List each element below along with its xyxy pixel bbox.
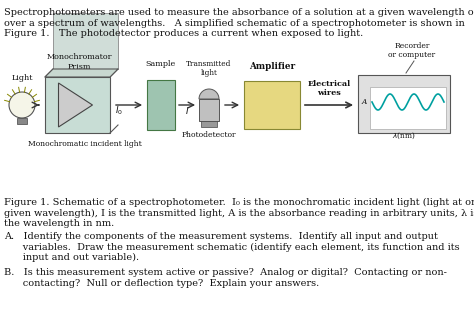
Text: Electrical
wires: Electrical wires [308, 80, 351, 97]
Text: Spectrophotometers are used to measure the absorbance of a solution at a given w: Spectrophotometers are used to measure t… [4, 8, 474, 17]
Text: variables.  Draw the measurement schematic (identify each element, its function : variables. Draw the measurement schemati… [4, 242, 460, 251]
Text: Recorder
or computer: Recorder or computer [388, 42, 436, 59]
Bar [358, 75, 450, 133]
Bar [199, 99, 219, 121]
Bar [53, 13, 118, 69]
Text: Figure 1. Schematic of a spectrophotometer.  I₀ is the monochromatic incident li: Figure 1. Schematic of a spectrophotomet… [4, 198, 474, 207]
Text: Sample: Sample [146, 60, 176, 68]
Text: contacting?  Null or deflection type?  Explain your answers.: contacting? Null or deflection type? Exp… [4, 279, 319, 288]
Circle shape [9, 92, 35, 118]
Polygon shape [45, 69, 118, 77]
Text: $\lambda$(nm): $\lambda$(nm) [392, 131, 416, 141]
Text: Monochromator: Monochromator [47, 53, 112, 61]
Text: the wavelength in nm.: the wavelength in nm. [4, 219, 114, 228]
Text: Monochromatic incident light: Monochromatic incident light [28, 140, 142, 148]
Bar [147, 80, 175, 130]
Text: Prism: Prism [68, 63, 91, 71]
Bar [201, 121, 217, 127]
Text: A.   Identify the components of the measurement systems.  Identify all input and: A. Identify the components of the measur… [4, 232, 438, 241]
Text: over a spectrum of wavelengths.   A simplified schematic of a spectrophotometer : over a spectrum of wavelengths. A simpli… [4, 18, 465, 27]
Text: A: A [362, 98, 367, 106]
Bar [370, 87, 446, 129]
Text: Light: Light [11, 74, 33, 82]
Text: given wavelength), I is the transmitted light, A is the absorbance reading in ar: given wavelength), I is the transmitted … [4, 209, 474, 218]
Text: Figure 1.   The photodetector produces a current when exposed to light.: Figure 1. The photodetector produces a c… [4, 29, 363, 38]
Text: Photodetector: Photodetector [182, 131, 236, 139]
Text: Amplifier: Amplifier [249, 62, 295, 71]
Bar [17, 118, 27, 124]
Wedge shape [199, 89, 219, 99]
Text: input and out variable).: input and out variable). [4, 253, 139, 262]
Bar [244, 81, 300, 129]
Text: Transmitted
light: Transmitted light [186, 60, 232, 77]
Text: $I$: $I$ [185, 105, 189, 116]
Bar [45, 77, 110, 133]
Polygon shape [58, 83, 92, 127]
Text: B.   Is this measurement system active or passive?  Analog or digital?  Contacti: B. Is this measurement system active or … [4, 268, 447, 277]
Text: $I_0$: $I_0$ [115, 105, 123, 117]
